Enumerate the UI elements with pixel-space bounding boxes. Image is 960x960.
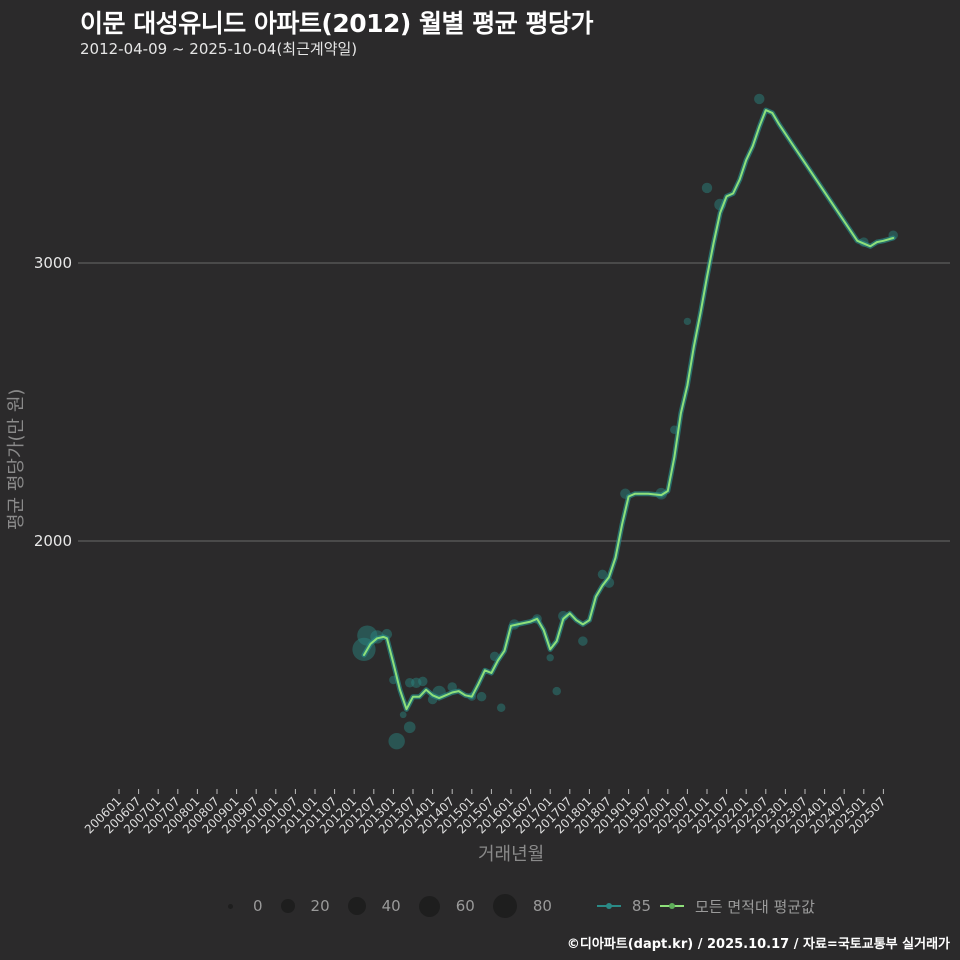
y-axis-ticks: 3000 2000 <box>34 254 72 550</box>
scatter-point <box>476 691 487 702</box>
chart-subtitle: 2012-04-09 ~ 2025-10-04(최근계약일) <box>80 40 358 58</box>
legend-label: 20 <box>310 897 330 915</box>
legend-label: 모든 면적대 평균값 <box>695 897 815 916</box>
y-tick-2000: 2000 <box>34 532 72 550</box>
series-average-line <box>363 109 895 711</box>
legend-line-average: 모든 면적대 평균값 <box>659 896 815 917</box>
legend-line-85: 85 <box>596 897 651 915</box>
legend-size-80: 80 <box>492 894 552 918</box>
scatter-point <box>399 711 407 719</box>
legend-size-0: 0 <box>220 897 263 915</box>
scatter-point <box>388 732 405 750</box>
scatter-point <box>683 317 692 326</box>
chart-title: 이문 대성유니드 아파트(2012) 월별 평균 평당가 <box>80 9 593 38</box>
legend: 0 20 40 60 80 85 모든 면적대 평균값 <box>220 893 833 919</box>
scatter-point <box>403 721 416 734</box>
line-swatch-icon <box>596 903 621 909</box>
legend-size-20: 20 <box>280 897 330 915</box>
legend-size-40: 40 <box>347 897 401 915</box>
gridlines <box>78 262 950 542</box>
legend-label: 0 <box>253 897 263 915</box>
scatter-point <box>404 678 415 688</box>
scatter-point <box>552 686 561 696</box>
x-axis-label: 거래년월 <box>478 844 545 865</box>
legend-label: 85 <box>631 897 652 915</box>
scatter-point <box>496 703 506 713</box>
x-axis-ticks: 2006012006072007012007072008012008072009… <box>82 789 889 837</box>
size-dot-icon <box>492 894 517 918</box>
scatter-point <box>578 636 588 646</box>
legend-label: 60 <box>455 897 475 915</box>
legend-label: 40 <box>381 897 401 915</box>
scatter-points-85 <box>352 93 898 750</box>
scatter-point <box>546 654 554 662</box>
size-dot-icon <box>228 903 233 909</box>
y-axis-label: 평균 평당가(만 원) <box>6 388 27 530</box>
scatter-point <box>701 182 713 194</box>
scatter-point <box>447 682 457 692</box>
size-dot-icon <box>418 895 440 917</box>
scatter-point <box>418 676 428 687</box>
y-tick-3000: 3000 <box>34 254 72 272</box>
series-85-line <box>361 107 896 712</box>
size-dot-icon <box>347 897 366 915</box>
scatter-point <box>597 569 608 580</box>
source-credit: ©디아파트(dapt.kr) / 2025.10.17 / 자료=국토교통부 실… <box>566 937 950 952</box>
scatter-point <box>411 677 422 688</box>
legend-size-60: 60 <box>418 895 475 917</box>
size-dot-icon <box>280 899 295 913</box>
scatter-point <box>754 93 765 105</box>
line-swatch-icon <box>660 903 685 909</box>
legend-label: 80 <box>532 897 552 915</box>
